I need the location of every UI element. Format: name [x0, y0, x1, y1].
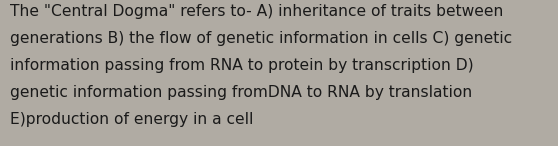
Text: genetic information passing fromDNA to RNA by translation: genetic information passing fromDNA to R…: [10, 85, 472, 100]
Text: The "Central Dogma" refers to- A) inheritance of traits between: The "Central Dogma" refers to- A) inheri…: [10, 4, 503, 19]
Text: E)production of energy in a cell: E)production of energy in a cell: [10, 112, 253, 127]
Text: information passing from RNA to protein by transcription D): information passing from RNA to protein …: [10, 58, 474, 73]
Text: generations B) the flow of genetic information in cells C) genetic: generations B) the flow of genetic infor…: [10, 31, 512, 46]
